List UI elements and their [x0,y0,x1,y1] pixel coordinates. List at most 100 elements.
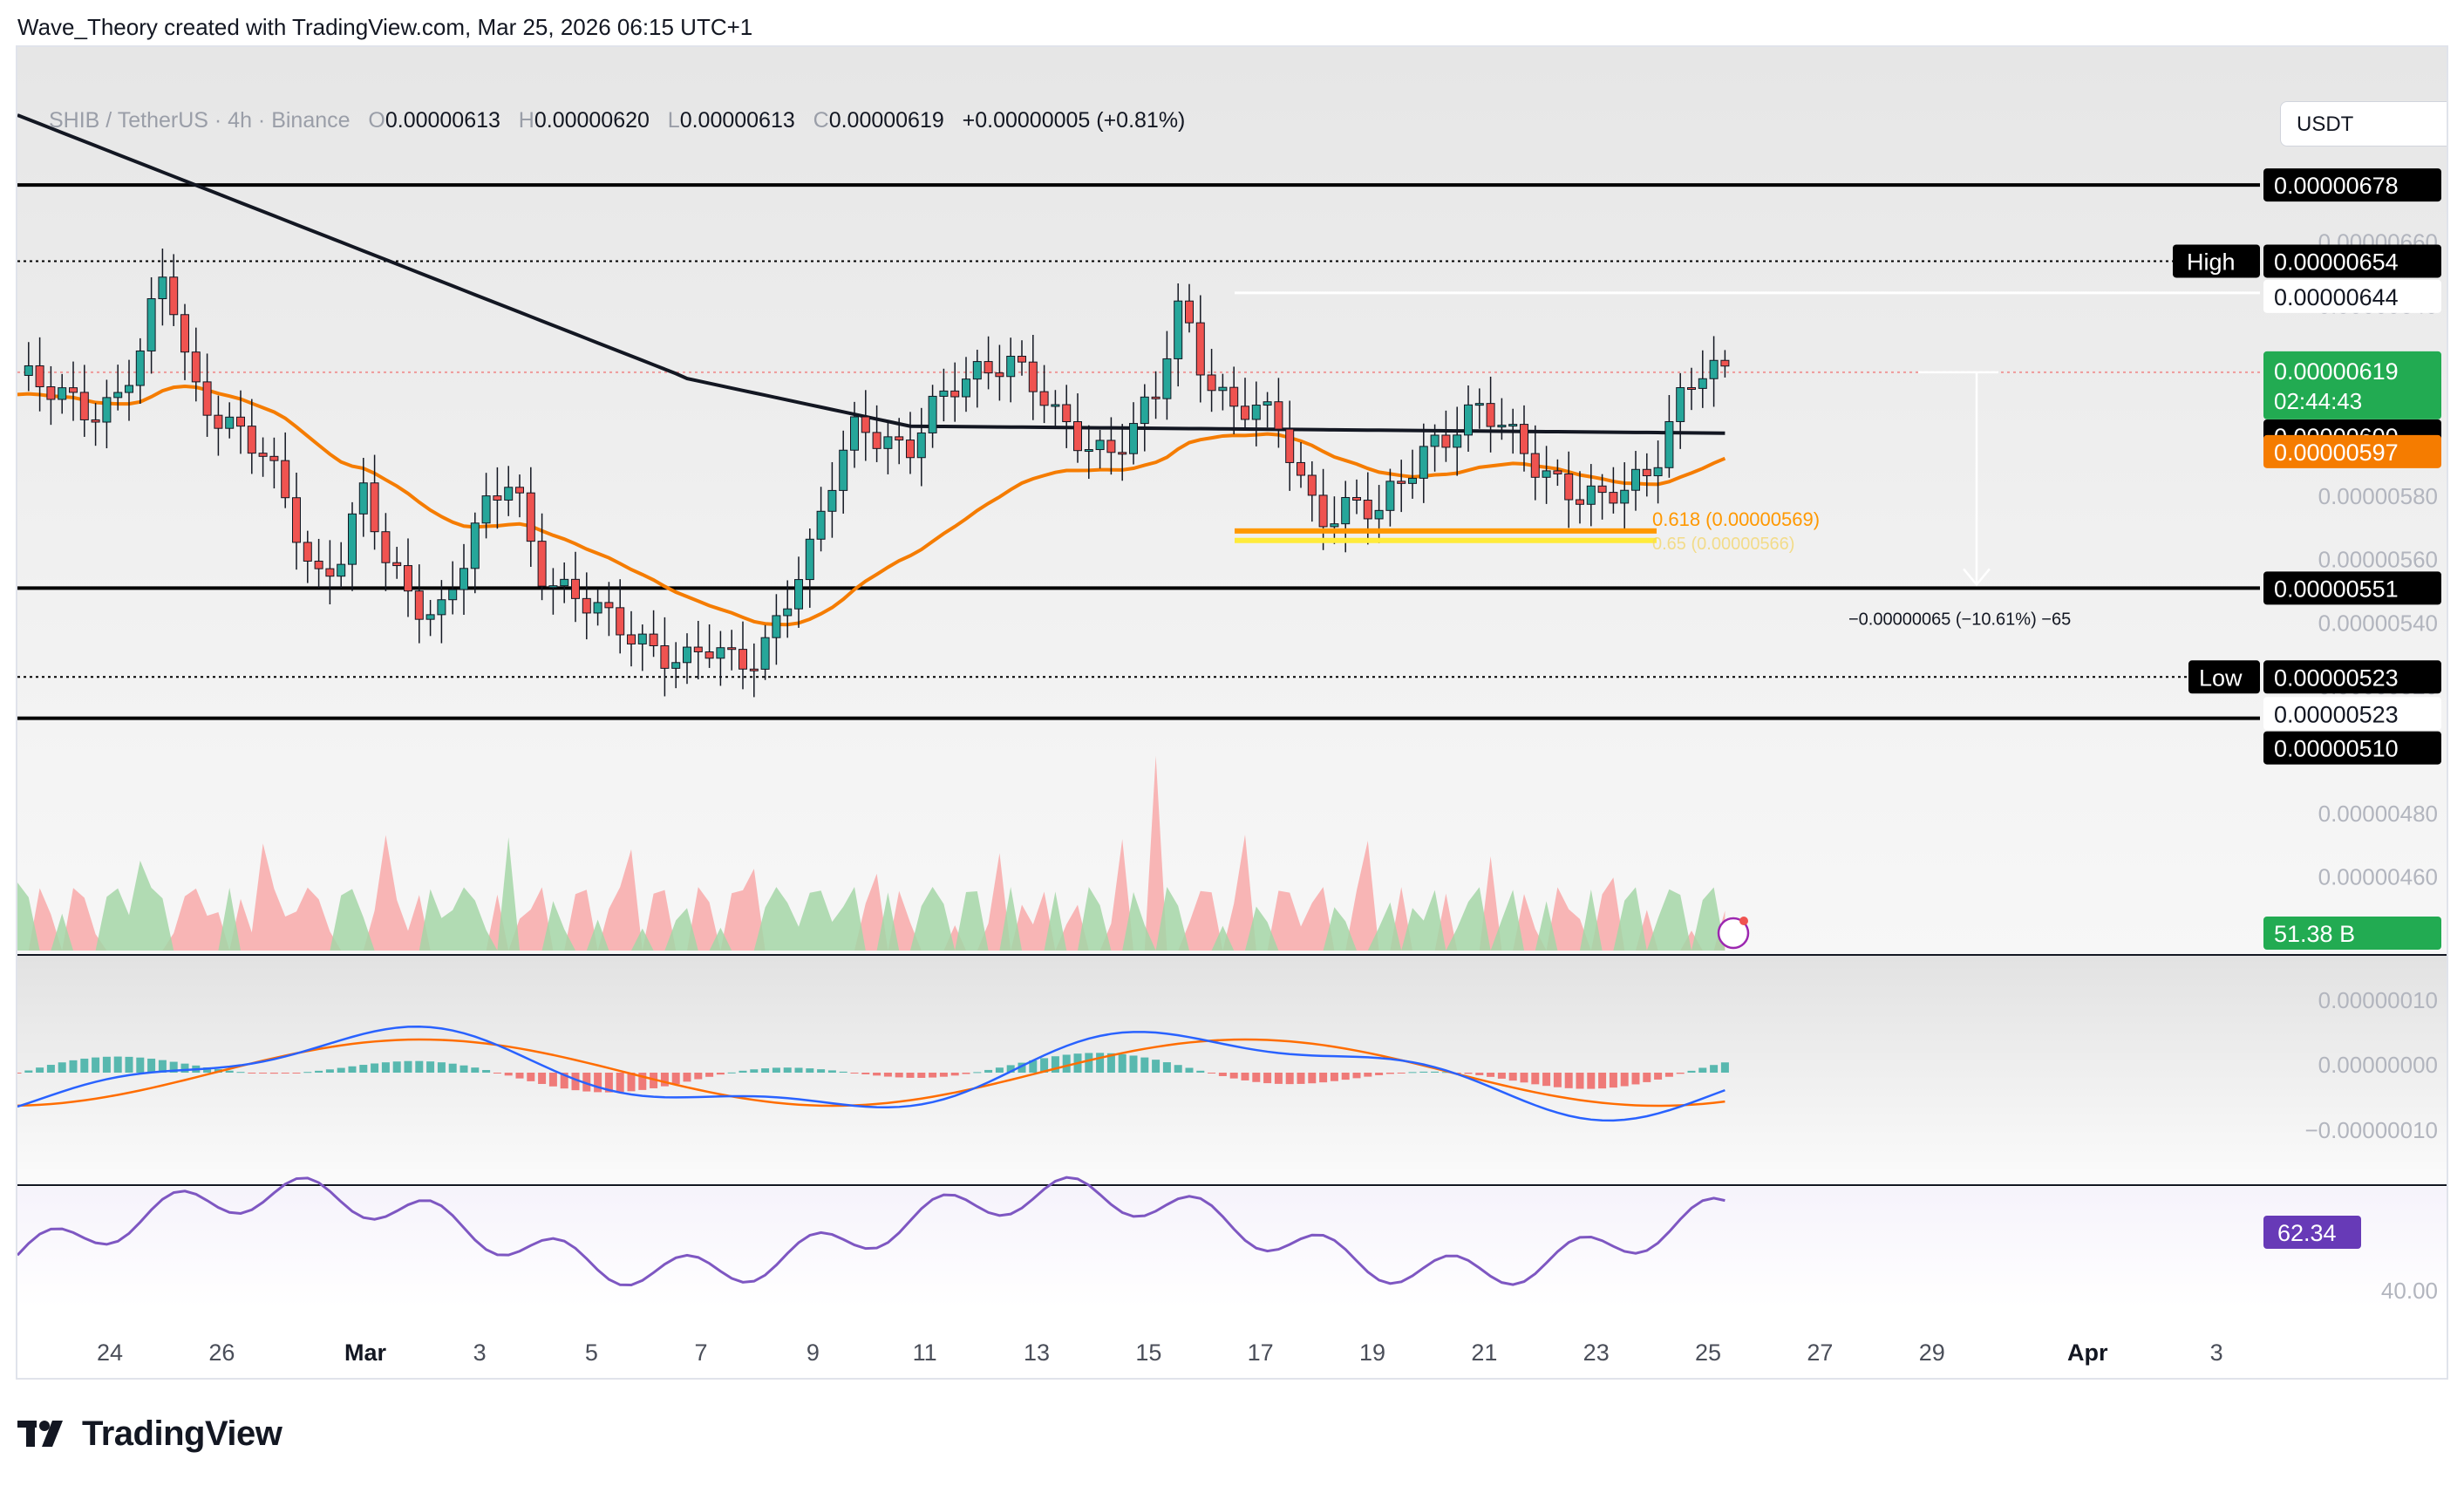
macd-hist-up [1085,1053,1093,1073]
macd-hist-up [482,1069,491,1073]
macd-hist-up [169,1061,178,1073]
candle-up [1542,470,1551,478]
macd-hist-down [1397,1073,1406,1074]
badge-ema50: 0.00000597 [2274,440,2399,466]
candle-up [560,578,569,587]
candle-up [1263,401,1272,406]
x-axis-label: 5 [585,1339,598,1366]
macd-hist-down [1297,1073,1305,1084]
current-price-badge: 0.00000619 [2274,358,2399,385]
candle-up [58,387,67,400]
fib-layer: 0.618 (0.00000569) 0.65 (0.00000566) −0.00… [1235,371,2071,629]
chart-svg[interactable]: 0.618 (0.00000569) 0.65 (0.00000566) −0.00… [17,47,2448,1380]
macd-hist-up [415,1060,424,1073]
candle-down [1597,485,1607,494]
badge-low: 0.00000523 [2274,665,2399,691]
open-value: 0.00000613 [385,108,500,133]
chart-frame[interactable]: 0.618 (0.00000569) 0.65 (0.00000566) −0.00… [16,45,2448,1380]
candle-down [693,646,703,652]
macd-hist-up [404,1060,412,1073]
macd-hist-down [1576,1073,1584,1089]
macd-hist-up [448,1063,457,1073]
macd-hist-up [1419,1071,1428,1073]
x-axis-label: 15 [1135,1339,1161,1366]
candle-down [1520,424,1528,454]
chart-attribution: Wave_Theory created with TradingView.com… [17,14,753,40]
candle-down [314,560,323,569]
x-axis-label: 29 [1919,1339,1945,1366]
candle-up [102,397,112,423]
ma200-line [17,113,1725,435]
macd-hist-down [1229,1073,1238,1079]
candle-down [1553,470,1562,474]
candle-down [1018,355,1026,363]
candle-up [1453,434,1462,448]
currency-button[interactable]: USDT [2280,101,2447,147]
macd-hist-up [1118,1053,1126,1073]
macd-hist-down [1252,1073,1261,1082]
x-axis-label: Mar [344,1339,387,1366]
high-label: H [518,108,534,133]
macd-hist-down [962,1073,970,1074]
moving-averages-layer [17,113,1726,627]
candle-up [1162,358,1172,399]
candle-up [135,350,145,386]
candle-down [258,453,268,457]
macd-hist-up [1687,1070,1696,1073]
candle-up [827,489,837,512]
ema50-line [17,385,1726,627]
badge-low-plain: 0.00000523 [2274,701,2399,727]
candle-up [760,637,770,670]
macd-hist-down [1285,1073,1294,1085]
candle-down [35,365,44,388]
rsi-line [17,1176,1725,1287]
symbol-label[interactable]: SHIB / TetherUS · 4h · Binance [49,108,351,133]
candle-up [1586,485,1596,505]
fib-618-line [1235,528,1657,534]
x-axis-label: 19 [1359,1339,1385,1366]
rsi-pane-bg [17,1187,2447,1307]
candle-up [225,416,235,429]
candle-up [24,365,33,376]
macd-hist-down [1531,1073,1540,1085]
macd-hist-up [984,1069,993,1073]
open-label: O [368,108,385,133]
macd-hist-up [315,1070,323,1073]
macd-hist-up [1018,1062,1026,1073]
macd-hist-down [1553,1073,1562,1087]
candle-up [939,390,949,397]
x-axis-label: 27 [1807,1339,1833,1366]
candle-up [548,585,558,589]
candle-up [783,608,793,617]
candle-down [191,351,201,383]
tradingview-logo-icon [17,1421,63,1447]
candle-down [1318,494,1328,528]
macd-hist-down [281,1073,289,1074]
candle-up [1430,434,1440,447]
candle-up [1664,420,1674,468]
macd-hist-up [92,1057,100,1073]
candle-down [1530,453,1540,478]
macd-hist-up [750,1069,759,1073]
close-value: 0.00000619 [828,108,944,133]
badge-510: 0.00000510 [2274,736,2399,762]
high-label: High [2187,249,2236,275]
macd-hist-down [527,1073,535,1081]
tradingview-footer: TradingView [17,1414,282,1453]
candle-up [1698,378,1707,389]
candle-down [247,426,256,454]
candle-up [1374,509,1384,520]
candle-up [1508,424,1518,427]
candle-up [146,298,156,351]
candle-down [1241,406,1249,420]
volume-down-area [17,755,1725,951]
candle-down [1028,361,1038,392]
candle-down [414,590,424,620]
macd-hist-up [1720,1062,1729,1073]
macd-hist-down [1475,1073,1484,1075]
candle-down [1307,474,1317,496]
macd-hist-up [24,1070,33,1073]
macd-hist-up [1185,1067,1194,1073]
macd-hist-down [17,1073,22,1074]
macd-hist-down [694,1073,703,1080]
